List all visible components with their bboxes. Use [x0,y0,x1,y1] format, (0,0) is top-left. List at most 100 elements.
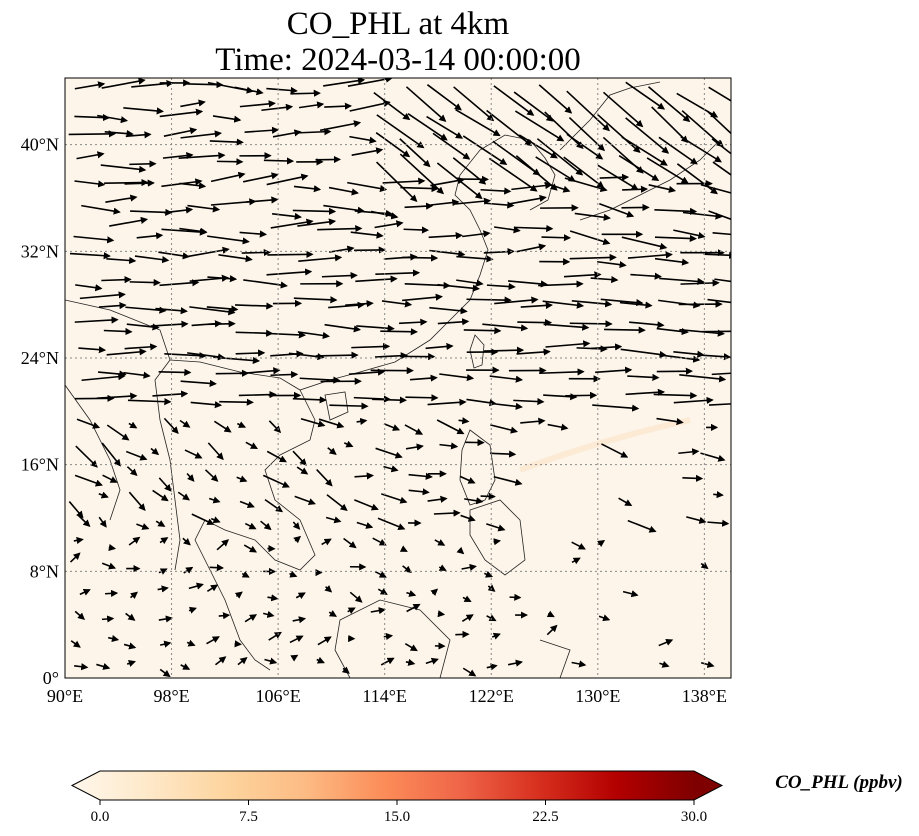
wind-vector-arrow [602,91,644,128]
wind-vector-arrow [186,639,196,647]
wind-vector-arrow [356,417,368,425]
wind-vector-arrow [406,603,421,613]
wind-vector-arrow [76,418,101,429]
wind-vector-arrow [714,278,731,283]
coast-korea [559,81,661,151]
wind-vector-arrow [323,78,366,87]
wind-vector-arrow [130,591,138,599]
colorbar-extend-max [694,771,722,800]
wind-vector-arrow [298,254,343,262]
wind-vector-arrow [351,147,384,156]
wind-vector-arrow [109,216,149,227]
wind-vector-arrow [316,656,325,664]
wind-vector-arrow [374,570,387,578]
wind-vector-arrow [377,517,406,530]
wind-vector-arrow [456,546,465,555]
co-plume [518,417,691,473]
colorbar-tick-label: 30.0 [681,809,707,825]
wind-vector-arrow [543,393,578,401]
wind-vector-arrow [348,368,386,376]
wind-vector-arrow [179,419,191,428]
wind-vector-arrow [206,584,219,592]
wind-vector-arrow [399,138,431,168]
wind-vector-arrow [317,224,363,233]
wind-vector-arrow [101,276,132,284]
wind-vector-arrow [237,421,247,428]
wind-vector-arrow [263,610,275,618]
wind-vector-arrow [321,538,332,546]
wind-vector-arrow [600,298,644,307]
wind-vector-arrow [324,585,333,593]
wind-vector-arrow [158,615,174,623]
wind-vector-arrow [654,257,690,266]
wind-vector-arrow [328,301,365,309]
wind-vector-arrow [267,594,279,602]
wind-vector-arrow [507,659,523,667]
wind-vector-arrow [490,402,523,410]
wind-vector-arrow [407,113,448,141]
wind-vector-arrow [484,570,494,578]
wind-vector-arrow [158,568,168,575]
colorbar-tick-label: 7.5 [239,809,258,825]
wind-vector-arrow [218,612,231,620]
wind-vector-arrow [343,440,354,448]
wind-vector-arrow [377,588,388,595]
wind-vector-arrow [356,521,374,529]
wind-vector-arrow [155,307,188,315]
wind-vector-arrow [622,185,649,193]
wind-vector-arrow [461,563,477,571]
wind-vector-arrow [480,492,496,500]
wind-vector-arrow [566,90,610,132]
wind-vector-arrow [128,491,146,511]
wind-vector-arrow [208,496,221,504]
lon-tick-label: 98°E [153,686,189,706]
wind-vector-arrow [711,372,731,376]
wind-vector-arrow [494,226,521,234]
wind-vector-arrow [596,113,641,154]
wind-vector-arrow [700,183,731,194]
wind-vector-arrow [343,537,357,549]
wind-vector-arrow [241,571,250,578]
wind-vector-arrow [296,466,309,475]
wind-vector-arrow [297,218,337,227]
wind-vector-arrow [74,663,89,671]
wind-vector-arrow [104,129,134,138]
wind-vector-arrow [106,348,147,356]
wind-vector-arrow [681,110,724,148]
wind-vector-arrow [81,373,126,382]
wind-vector-arrow [124,343,158,351]
wind-vector-arrow [402,254,439,262]
wind-vector-arrow [564,177,608,193]
wind-vector-arrow [105,589,119,597]
wind-vector-arrow [73,235,115,244]
wind-vector-arrow [546,624,558,636]
wind-vector-arrow [656,417,684,426]
wind-vector-arrow [263,157,295,165]
wind-vector-arrow [430,198,460,207]
wind-vector-arrow [399,545,408,552]
wind-vector-arrow [380,328,418,336]
wind-vector-arrow [207,275,238,283]
wind-vector-arrow [682,211,723,220]
wind-vector-arrow [206,305,239,313]
wind-vector-arrow [516,243,547,253]
wind-vector-arrow [356,324,395,332]
wind-vector-arrow [375,447,403,459]
wind-vector-arrow [75,445,98,468]
wind-vector-arrow [264,657,278,665]
lon-tick-label: 130°E [575,686,620,706]
wind-vector-arrow [591,343,623,351]
wind-vector-arrow [426,84,462,111]
wind-vector-arrow [403,226,430,234]
wind-vector-arrow [78,346,107,354]
wind-vector-arrow [97,370,127,378]
wind-vector-arrow [425,342,454,351]
wind-vector-arrow [292,450,307,466]
wind-vector-arrow [234,640,242,648]
wind-vector-arrow [483,346,525,354]
wind-vector-arrow [243,279,288,289]
wind-vector-arrow [159,108,204,118]
wind-vectors [68,78,731,678]
wind-vector-arrow [405,86,447,122]
wind-vector-arrow [325,516,342,524]
